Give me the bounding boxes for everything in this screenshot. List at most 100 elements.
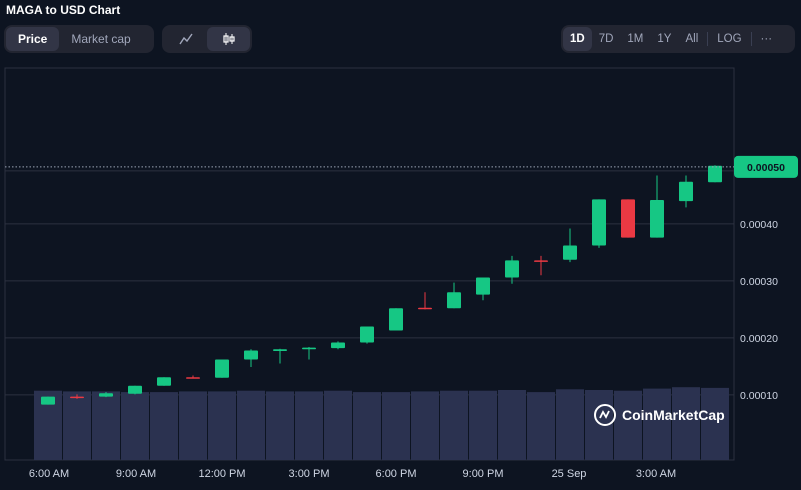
candles [41,165,722,405]
volume-bar [324,390,352,460]
x-tick-label: 3:00 PM [289,468,330,480]
candle-body [534,260,548,262]
x-tick-label: 6:00 PM [376,468,417,480]
candle-body [389,308,403,331]
candle[interactable] [360,326,374,344]
current-price-label: 0.00050 [747,162,785,174]
candle[interactable] [650,175,664,238]
candle-body [650,199,664,238]
range-7d-button[interactable]: 7D [598,33,614,45]
candle-body [186,377,200,379]
candle-body [621,199,635,238]
y-tick-label: 0.00010 [740,390,778,402]
candle[interactable] [505,255,519,284]
toolbar-divider [750,32,752,46]
tab-price[interactable]: Price [6,27,60,51]
candle[interactable] [389,308,403,331]
candle[interactable] [215,359,229,378]
toolbar-divider [707,32,709,46]
line-chart-icon [178,33,193,45]
current-price-badge [734,155,798,178]
current-price-line: 0.00050 [5,155,798,178]
candle[interactable] [621,199,635,238]
candle-body [476,277,490,295]
candle-body [273,349,287,352]
candle-body [331,342,345,349]
candle[interactable] [186,375,200,379]
page-title: MAGA to USD Chart [6,3,121,17]
x-tick-label: 9:00 PM [463,468,504,480]
candle[interactable] [128,385,142,395]
candle[interactable] [418,292,432,310]
x-tick-label: 12:00 PM [198,468,245,480]
candle[interactable] [244,349,258,367]
volume-bars [34,387,729,460]
watermark: CoinMarketCap [594,404,725,426]
volume-bar [208,391,236,460]
candle-body [563,245,577,260]
tab-market-cap[interactable]: Market cap [71,32,131,46]
candle[interactable] [476,277,490,301]
candle-body [679,181,693,202]
coinmarketcap-logo-icon [594,404,616,426]
chart-style-toggle [162,25,252,53]
volume-bar [179,391,207,460]
y-tick-label: 0.00020 [740,333,778,345]
volume-bar [440,390,468,460]
volume-bar [643,388,671,460]
x-axis: 6:00 AM 9:00 AM 12:00 PM 3:00 PM 6:00 PM 9:00… [29,468,676,480]
candle-body [70,396,84,399]
volume-bar [382,392,410,460]
log-scale-button[interactable]: LOG [717,33,742,45]
candle[interactable] [679,175,693,208]
candlestick-button[interactable] [207,27,250,51]
more-options-button[interactable]: ··· [760,33,773,45]
candle[interactable] [563,228,577,263]
candle-body [157,377,171,386]
volume-bar [92,391,120,460]
x-tick-label: 9:00 AM [116,468,156,480]
y-tick-label: 0.00030 [740,276,778,288]
candle-body [418,307,432,310]
candle[interactable] [99,392,113,398]
line-chart-button[interactable] [164,27,207,51]
watermark-text: CoinMarketCap [622,407,725,423]
candle[interactable] [41,396,55,405]
x-tick-label: 6:00 AM [29,468,69,480]
volume-bar [701,387,729,460]
candle[interactable] [302,347,316,360]
volume-bar [614,390,642,460]
time-range-toggle: 1D 7D 1M 1Y All LOG ··· [561,25,795,53]
volume-bar [237,390,265,460]
candle[interactable] [157,377,171,386]
candle[interactable] [592,199,606,248]
volume-bar [63,391,91,460]
x-tick-label: 25 Sep [552,468,587,480]
range-1m-button[interactable]: 1M [627,33,644,45]
candle[interactable] [708,165,722,183]
candle-body [244,350,258,360]
candle[interactable] [70,394,84,399]
range-1y-button[interactable]: 1Y [657,33,672,45]
candle[interactable] [447,282,461,309]
x-tick-label: 3:00 AM [636,468,676,480]
volume-bar [150,392,178,460]
y-tick-label: 0.00040 [740,219,778,231]
candle-body [447,292,461,309]
candle-body [360,326,374,343]
candle-body [708,165,722,183]
volume-bar [353,392,381,460]
candle-body [215,359,229,378]
candle-body [592,199,606,246]
candle[interactable] [534,255,548,276]
candle[interactable] [273,348,287,364]
range-all-button[interactable]: All [685,33,699,45]
volume-bar [556,389,584,460]
volume-bar [672,387,700,460]
volume-bar [266,391,294,460]
price-chart[interactable]: CoinMarketCap 0.00010 0.00020 0.00030 0.000… [0,60,801,490]
candle-body [99,393,113,397]
volume-bar [527,392,555,460]
candle[interactable] [331,341,345,350]
range-1d-button[interactable]: 1D [563,27,592,51]
